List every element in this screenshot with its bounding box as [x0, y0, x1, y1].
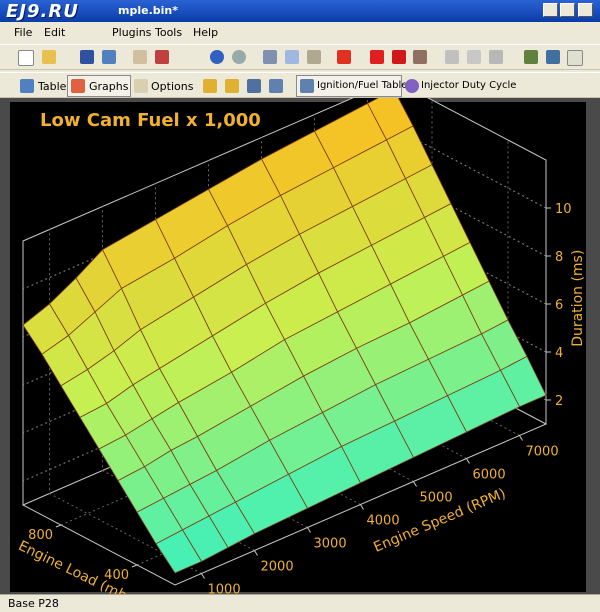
view-icon[interactable]: [247, 79, 261, 93]
plugin-icon[interactable]: [524, 50, 538, 64]
maximize-button[interactable]: [560, 3, 575, 17]
z-tick-label: 2: [555, 394, 563, 409]
z-axis-label: Duration (ms): [570, 250, 586, 347]
toolbar: [0, 44, 600, 70]
undo-icon[interactable]: [210, 50, 224, 64]
config-icon[interactable]: [546, 50, 560, 64]
tables-button[interactable]: Tables: [38, 80, 73, 93]
new-icon[interactable]: [18, 50, 34, 66]
x-tick-label: 7000: [526, 445, 559, 460]
x-tick: [466, 458, 470, 464]
z-tick-label: 4: [555, 346, 563, 361]
chip-icon[interactable]: [413, 50, 427, 64]
menu-bar: [0, 22, 600, 44]
graphs-button[interactable]: Graphs: [89, 80, 129, 93]
view-icon[interactable]: [269, 79, 283, 93]
options-button[interactable]: Options: [151, 80, 194, 93]
fuel-icon[interactable]: [300, 79, 314, 93]
z-tick-label: 8: [555, 250, 563, 265]
duty-icon[interactable]: [405, 79, 419, 93]
surface-patch: [155, 529, 203, 574]
view-icon[interactable]: [203, 79, 217, 93]
menu-item[interactable]: Tools: [155, 26, 183, 39]
y-tick: [55, 524, 62, 528]
toolbar: [0, 72, 600, 98]
minimize-button[interactable]: [543, 3, 558, 17]
status-bar: [0, 594, 600, 612]
fuel-toggle[interactable]: [296, 75, 402, 97]
x-tick-label: 2000: [261, 560, 294, 575]
close-button[interactable]: [578, 3, 593, 17]
floor-edge: [22, 423, 547, 586]
chart-title: Low Cam Fuel x 1,000: [40, 110, 261, 131]
copy-icon[interactable]: [285, 50, 299, 64]
props-icon[interactable]: [155, 50, 169, 64]
surface-chart: Low Cam Fuel x 1,000 2 4 6 8 10 1000 2000 3000 4…: [0, 98, 600, 594]
view-icon[interactable]: [225, 79, 239, 93]
x-tick: [254, 550, 258, 556]
x-tick-label: 4000: [367, 514, 400, 529]
x-tick: [201, 573, 205, 579]
menu-item[interactable]: Help: [193, 26, 219, 39]
x-tick-label: 6000: [473, 468, 506, 483]
y-tick-label: 800: [28, 528, 53, 543]
duty-cycle-button[interactable]: Injector Duty Cycle: [421, 80, 517, 91]
tool-icon[interactable]: [489, 50, 503, 64]
x-tick-label: 1000: [208, 583, 241, 595]
window-title: mple.bin*: [118, 4, 178, 17]
redo-icon[interactable]: [232, 50, 246, 64]
notes-icon[interactable]: [567, 50, 583, 66]
logo: EJ9.RU: [6, 1, 79, 22]
fuel-tables-button[interactable]: Ignition/Fuel Tables: [317, 80, 413, 91]
z-tick-label: 10: [555, 202, 572, 217]
save-icon[interactable]: [80, 50, 94, 64]
grid-line: [136, 140, 509, 566]
down-icon[interactable]: [392, 50, 406, 64]
calc-icon[interactable]: [467, 50, 481, 64]
grid-line: [49, 229, 202, 574]
x-tick: [413, 481, 417, 487]
y-tick: [131, 564, 138, 568]
x-tick: [519, 435, 523, 441]
delete-icon[interactable]: [337, 50, 351, 64]
saveas-icon[interactable]: [102, 50, 116, 64]
cut-icon[interactable]: [263, 50, 277, 64]
menu-item[interactable]: Plugins: [112, 26, 152, 39]
x-tick: [360, 504, 364, 510]
up-icon[interactable]: [370, 50, 384, 64]
graphs-icon[interactable]: [71, 79, 85, 93]
graph-icon[interactable]: [445, 50, 459, 64]
grid-line: [102, 206, 255, 551]
options-icon[interactable]: [134, 79, 148, 93]
x-tick-label: 3000: [314, 537, 347, 552]
open-icon[interactable]: [42, 50, 56, 64]
x-tick-label: 5000: [420, 491, 453, 506]
title-bar: [0, 0, 600, 22]
print-icon[interactable]: [133, 50, 147, 64]
z-tick-label: 6: [555, 298, 563, 313]
paste-icon[interactable]: [307, 50, 321, 64]
status-text: Base P28: [8, 597, 59, 610]
tables-icon[interactable]: [20, 79, 34, 93]
menu-item[interactable]: File: [14, 26, 33, 39]
x-tick: [307, 527, 311, 533]
y-tick-label: 400: [104, 568, 129, 583]
menu-item[interactable]: Edit: [44, 26, 66, 39]
